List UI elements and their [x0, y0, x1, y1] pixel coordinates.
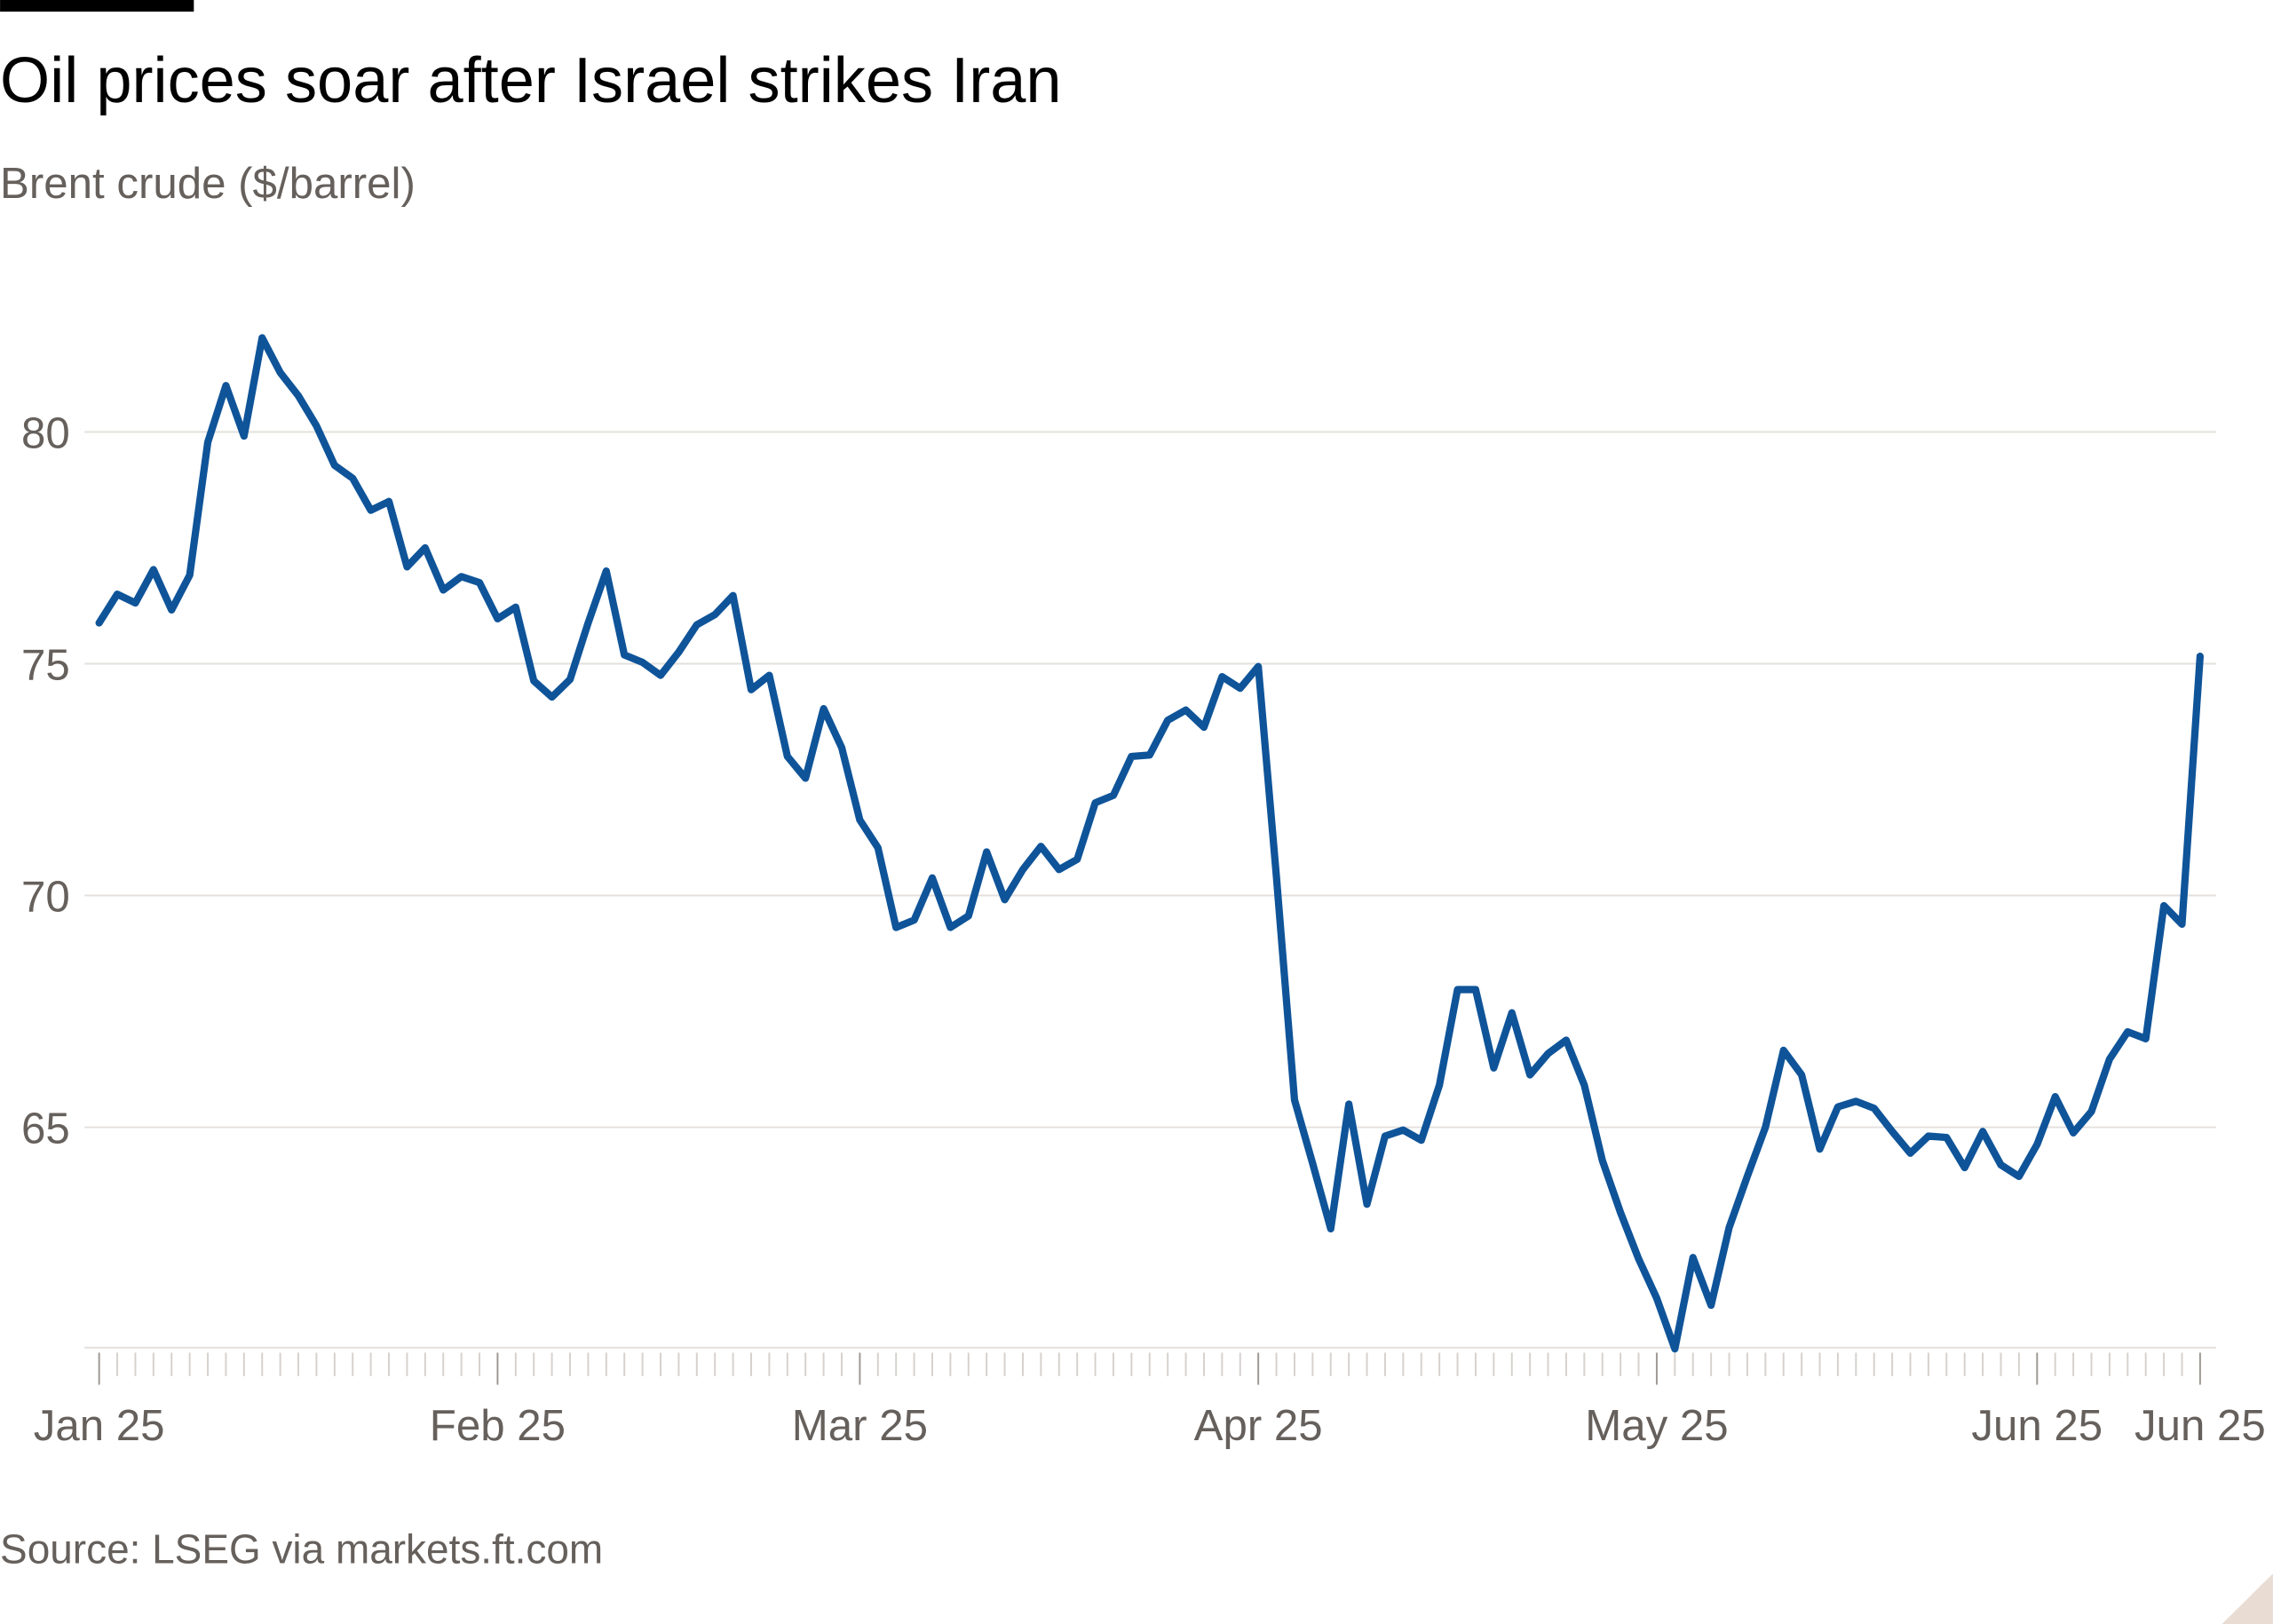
x-tick-label: Feb 25: [430, 1401, 566, 1450]
x-tick-label: Jan 25: [34, 1401, 165, 1450]
y-tick-label: 65: [21, 1105, 70, 1153]
x-tick-label: Apr 25: [1194, 1401, 1323, 1450]
source: Source: LSEG via markets.ft.com: [0, 1526, 603, 1573]
chart-title: Oil prices soar after Israel strikes Ira…: [0, 45, 1061, 116]
y-tick-label: 75: [21, 641, 70, 690]
price-line: [95, 334, 2204, 1353]
y-tick-label: 80: [21, 409, 70, 458]
y-tick-label: 70: [21, 873, 70, 922]
x-tick-label: May 25: [1585, 1401, 1728, 1450]
x-tick-label: Jun 25: [1971, 1401, 2103, 1450]
chart-subtitle: Brent crude ($/barrel): [0, 159, 416, 208]
x-tick-label: Mar 25: [792, 1401, 928, 1450]
x-tick-label: Jun 25: [2134, 1401, 2266, 1450]
corner: [2222, 1573, 2273, 1624]
brand-bar: [0, 0, 194, 12]
